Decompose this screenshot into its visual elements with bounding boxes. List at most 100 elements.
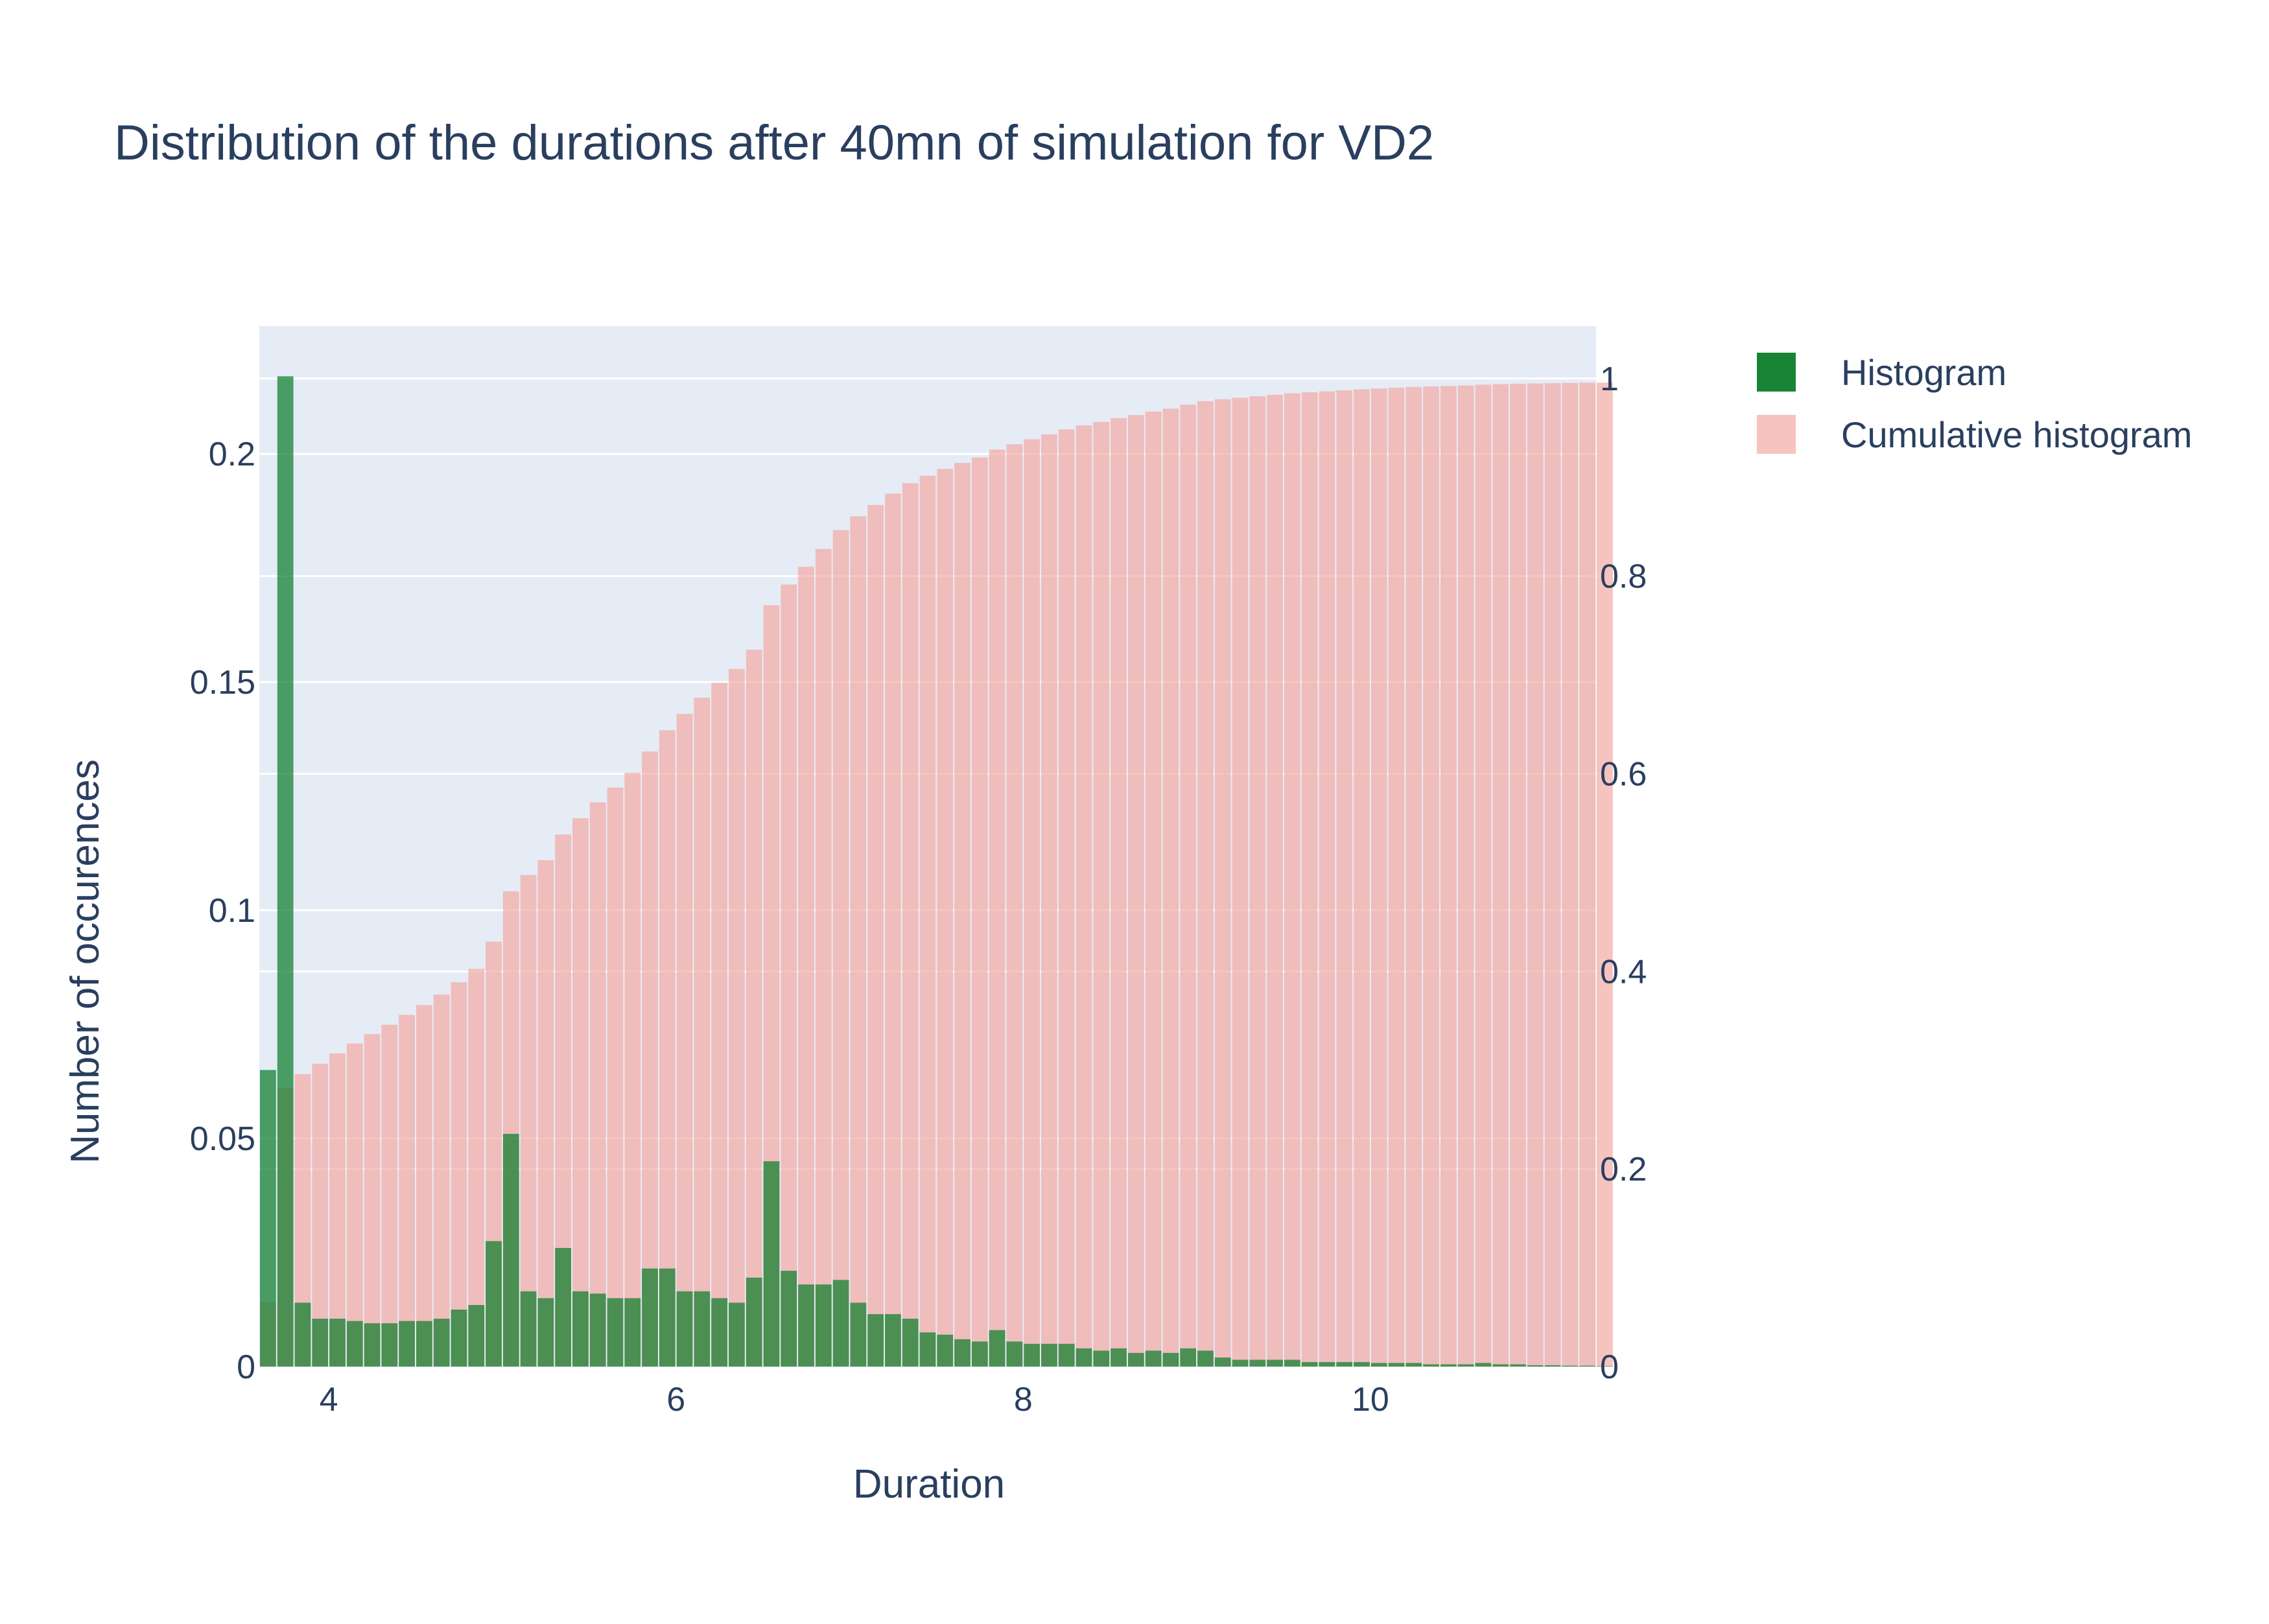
histogram-bar: [1093, 1350, 1110, 1367]
cumulative-bar: [312, 1063, 329, 1367]
histogram-bar: [589, 1293, 606, 1367]
cumulative-bar: [850, 516, 867, 1367]
cumulative-bar: [954, 463, 970, 1367]
histogram-bar: [1249, 1359, 1266, 1367]
cumulative-bars: [260, 382, 1613, 1367]
histogram-bar: [1232, 1359, 1249, 1367]
cumulative-bar: [1197, 401, 1214, 1367]
cumulative-bar: [642, 751, 658, 1367]
cumulative-bar: [607, 787, 624, 1367]
cumulative-bar: [364, 1034, 381, 1367]
cumulative-bar: [1024, 439, 1040, 1367]
histogram-bar: [642, 1268, 658, 1367]
y-tick-label: 0.05: [190, 1120, 255, 1158]
cumulative-bar: [1562, 382, 1579, 1367]
y2-axis-ticks: 0 0.2 0.4 0.6 0.8 1: [1600, 360, 1647, 1386]
cumulative-bar: [1423, 386, 1439, 1367]
histogram-bar: [433, 1319, 450, 1367]
cumulative-bar: [1006, 444, 1023, 1367]
y-axis-title: Number of occurences: [63, 759, 108, 1164]
histogram-bar: [399, 1321, 416, 1367]
histogram-bar: [989, 1330, 1005, 1367]
cumulative-bar: [433, 994, 450, 1367]
cumulative-bar: [711, 683, 728, 1367]
cumulative-bar: [399, 1015, 416, 1367]
histogram-bar: [537, 1298, 554, 1367]
y-tick-label: 0.15: [190, 664, 255, 701]
cumulative-bar: [694, 698, 711, 1367]
histogram-bar: [781, 1271, 797, 1367]
cumulative-bar: [919, 475, 936, 1367]
histogram-bar: [277, 376, 294, 1367]
cumulative-bar: [1162, 408, 1179, 1367]
histogram-bar: [468, 1304, 485, 1367]
histogram-bar: [676, 1291, 693, 1367]
cumulative-bar: [1214, 399, 1231, 1367]
histogram-bar: [1214, 1357, 1231, 1367]
cumulative-bar: [329, 1053, 346, 1367]
histogram-bar: [1197, 1350, 1214, 1367]
histogram-bar: [329, 1319, 346, 1367]
cumulative-bar: [1232, 397, 1249, 1367]
cumulative-bar: [832, 530, 849, 1367]
x-tick-label: 8: [1014, 1381, 1033, 1418]
histogram-bar: [520, 1291, 537, 1367]
y2-tick-label: 0.2: [1600, 1151, 1647, 1188]
histogram-bar: [624, 1298, 641, 1367]
histogram-bar: [815, 1284, 832, 1367]
cumulative-bar: [451, 982, 467, 1367]
histogram-bar: [294, 1302, 311, 1367]
histogram-bar: [902, 1319, 919, 1367]
cumulative-bar: [937, 469, 954, 1367]
y-tick-label: 0.1: [209, 892, 255, 930]
histogram-bar: [659, 1268, 676, 1367]
cumulative-bar: [1405, 386, 1422, 1367]
cumulative-bar: [520, 875, 537, 1367]
cumulative-bar: [537, 860, 554, 1367]
histogram-bar: [867, 1314, 884, 1367]
x-tick-label: 4: [320, 1381, 338, 1418]
legend-label-cumulative: Cumulative histogram: [1841, 414, 2193, 455]
histogram-bar: [971, 1341, 988, 1367]
y2-tick-label: 0.6: [1600, 755, 1647, 793]
histogram-bar: [1457, 1364, 1474, 1367]
histogram-bar: [1510, 1364, 1526, 1367]
cumulative-bar: [1492, 384, 1509, 1367]
cumulative-bar: [971, 457, 988, 1367]
cumulative-bar: [1041, 434, 1057, 1367]
histogram-bar: [312, 1319, 329, 1367]
cumulative-bar: [346, 1043, 363, 1367]
histogram-bar: [1597, 1366, 1613, 1367]
cumulative-bar: [729, 668, 745, 1367]
cumulative-bar: [867, 504, 884, 1367]
histogram-bar: [937, 1334, 954, 1367]
cumulative-bar: [1267, 394, 1283, 1367]
cumulative-bar: [885, 493, 901, 1367]
histogram-bar: [260, 1070, 276, 1367]
histogram-bar: [1319, 1361, 1335, 1367]
legend-swatch-cumulative: [1757, 415, 1796, 454]
x-axis-ticks: 4 6 8 10: [320, 1381, 1389, 1418]
cumulative-bar: [1093, 421, 1110, 1367]
histogram-bar: [729, 1302, 745, 1367]
histogram-bar: [919, 1332, 936, 1367]
cumulative-bar: [1180, 405, 1197, 1367]
y-axis-ticks: 0 0.05 0.1 0.15 0.2: [190, 436, 255, 1386]
histogram-bar: [572, 1291, 589, 1367]
histogram-bar: [763, 1161, 780, 1367]
histogram-bar: [451, 1310, 467, 1367]
histogram-bar: [416, 1321, 432, 1367]
cumulative-bar: [676, 714, 693, 1367]
legend-item-histogram[interactable]: Histogram: [1757, 352, 2006, 393]
cumulative-bar: [1336, 390, 1353, 1367]
cumulative-bar: [1284, 393, 1300, 1367]
histogram-bar: [694, 1291, 711, 1367]
cumulative-bar: [659, 730, 676, 1367]
histogram-bar: [1354, 1361, 1370, 1367]
histogram-bar: [1267, 1359, 1283, 1367]
histogram-bar: [1423, 1364, 1439, 1367]
legend[interactable]: Histogram Cumulative histogram: [1757, 352, 2193, 455]
x-tick-label: 10: [1352, 1381, 1389, 1418]
legend-item-cumulative[interactable]: Cumulative histogram: [1757, 414, 2193, 455]
histogram-bar: [1475, 1363, 1492, 1367]
